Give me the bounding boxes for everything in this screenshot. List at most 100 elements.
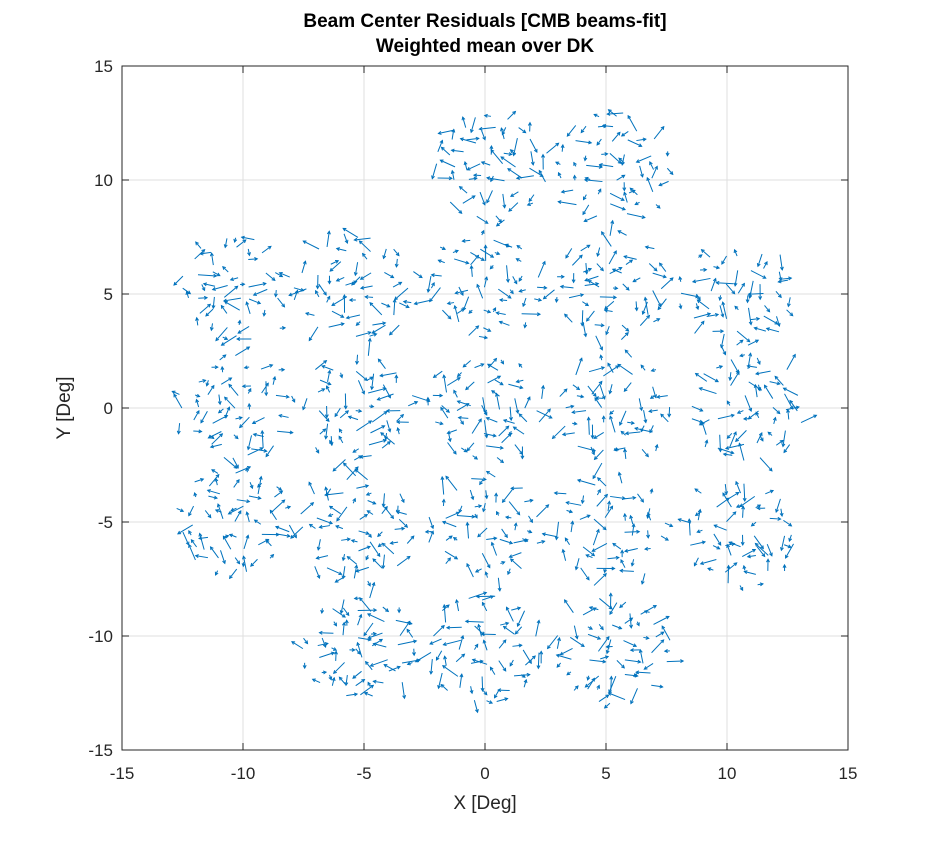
quiver-arrow — [477, 623, 482, 637]
quiver-arrow — [607, 109, 617, 117]
quiver-arrow — [456, 514, 476, 519]
quiver-arrow — [583, 155, 588, 162]
quiver-arrow — [392, 298, 397, 316]
quiver-arrow — [501, 489, 513, 503]
quiver-arrow — [396, 413, 405, 422]
quiver-arrow — [332, 459, 346, 472]
quiver-arrow — [603, 308, 613, 313]
quiver-arrow — [712, 545, 721, 550]
y-tick-label: -10 — [88, 627, 113, 646]
quiver-arrow — [412, 648, 416, 657]
quiver-arrow — [207, 431, 222, 439]
quiver-arrow — [599, 598, 613, 610]
quiver-arrow — [494, 379, 504, 386]
quiver-arrow — [445, 475, 458, 491]
quiver-arrow — [703, 373, 719, 383]
quiver-arrow — [341, 566, 346, 580]
quiver-arrow — [219, 354, 227, 361]
quiver-arrow — [369, 332, 378, 337]
quiver-arrow — [601, 231, 612, 247]
quiver-arrow — [358, 545, 371, 552]
quiver-arrow — [395, 619, 413, 626]
quiver-arrow — [536, 410, 553, 419]
y-tick-label: -5 — [98, 513, 113, 532]
quiver-arrow — [193, 491, 198, 498]
quiver-arrow — [463, 160, 468, 170]
quiver-arrow — [653, 318, 661, 323]
quiver-arrow — [243, 534, 250, 550]
quiver-arrow — [612, 624, 623, 630]
quiver-arrow — [449, 201, 463, 215]
y-tick-label: 10 — [94, 171, 113, 190]
quiver-arrow — [507, 110, 517, 120]
quiver-arrow — [366, 613, 385, 623]
quiver-arrow — [557, 274, 565, 279]
quiver-arrow — [381, 554, 386, 570]
quiver-arrow — [458, 634, 465, 650]
quiver-arrow — [616, 174, 626, 181]
quiver-arrow — [765, 327, 780, 333]
quiver-arrow — [629, 613, 634, 629]
quiver-arrow — [580, 244, 591, 252]
quiver-arrow — [220, 335, 237, 346]
quiver-arrow — [518, 288, 526, 293]
quiver-arrow — [441, 665, 459, 677]
quiver-arrow — [592, 528, 600, 546]
quiver-arrow — [227, 505, 244, 515]
quiver-arrow — [757, 384, 762, 392]
quiver-arrow — [656, 394, 668, 399]
quiver-arrow — [571, 273, 576, 284]
quiver-arrow — [291, 395, 296, 403]
quiver-arrow — [476, 283, 484, 299]
quiver-arrow — [555, 161, 561, 166]
quiver-arrow — [594, 323, 605, 328]
quiver-arrow — [747, 410, 759, 420]
quiver-arrow — [570, 520, 575, 533]
quiver-arrow — [209, 323, 214, 332]
quiver-arrow — [247, 402, 252, 410]
quiver-arrow — [618, 157, 625, 164]
quiver-arrow — [414, 652, 432, 663]
quiver-arrow — [201, 284, 206, 292]
quiver-arrow — [355, 354, 359, 365]
quiver-arrow — [211, 296, 216, 310]
quiver-arrow — [582, 607, 597, 616]
quiver-arrow — [667, 407, 672, 418]
quiver-arrow — [364, 295, 374, 299]
quiver-arrow — [521, 674, 526, 678]
quiver-arrow — [623, 548, 638, 553]
quiver-arrow — [381, 493, 386, 508]
chart-title-line-2: Weighted mean over DK — [376, 36, 594, 57]
quiver-arrow — [440, 406, 449, 419]
quiver-arrow — [480, 676, 485, 692]
quiver-arrow — [777, 279, 789, 284]
x-tick-label: 15 — [839, 764, 858, 783]
quiver-arrow — [489, 265, 494, 270]
quiver-arrow — [458, 185, 468, 194]
quiver-arrow — [214, 570, 219, 576]
quiver-tile-15 — [541, 471, 674, 586]
quiver-arrow — [311, 678, 321, 684]
quiver-arrow — [587, 280, 600, 288]
quiver-arrow — [485, 470, 496, 478]
quiver-arrow — [502, 193, 507, 209]
quiver-arrow — [336, 506, 348, 522]
quiver-arrow — [223, 396, 236, 409]
quiver-arrow — [573, 685, 579, 691]
quiver-arrow — [624, 529, 641, 534]
quiver-arrow — [782, 387, 799, 396]
quiver-arrow — [589, 659, 607, 664]
quiver-arrow — [621, 324, 630, 332]
quiver-arrow — [644, 546, 651, 551]
quiver-arrow — [473, 700, 479, 714]
quiver-arrow — [554, 296, 559, 303]
quiver-arrow — [205, 308, 214, 317]
quiver-arrow — [534, 297, 543, 302]
quiver-arrow — [228, 383, 239, 396]
quiver-arrow — [623, 640, 638, 648]
quiver-arrow — [649, 161, 655, 170]
quiver-arrow — [612, 542, 622, 550]
quiver-tile-2 — [173, 235, 305, 346]
quiver-arrow — [772, 416, 777, 425]
quiver-arrow — [377, 543, 383, 548]
